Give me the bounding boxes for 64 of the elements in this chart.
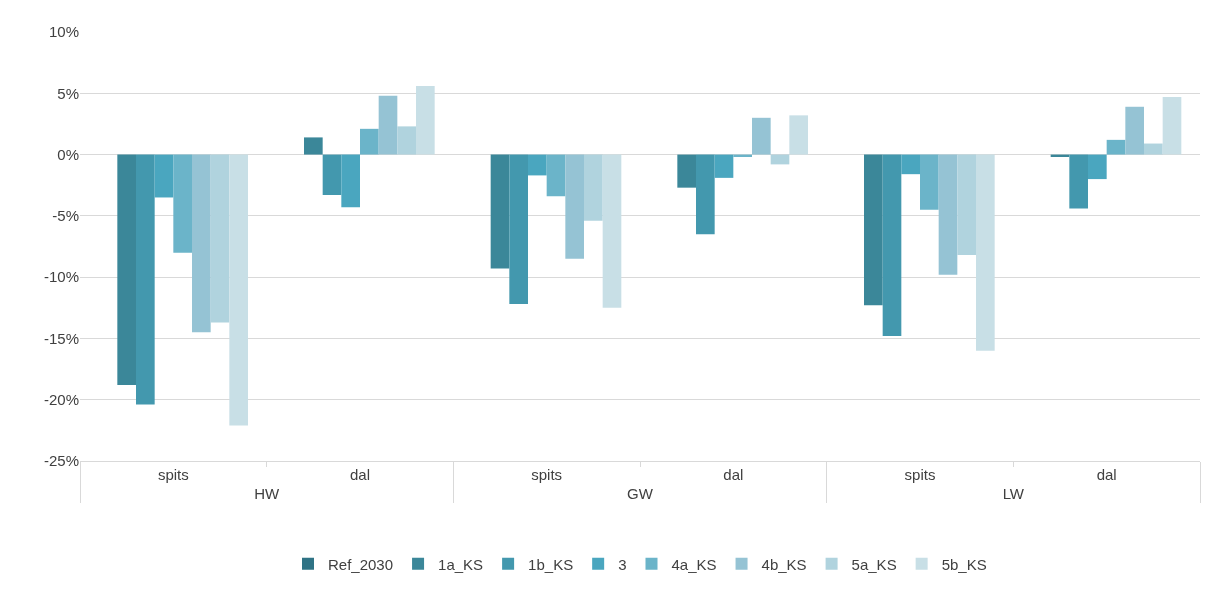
bar xyxy=(584,154,603,221)
bar xyxy=(229,154,248,426)
bar xyxy=(136,154,155,405)
bar xyxy=(1069,154,1088,209)
bar xyxy=(901,154,920,175)
bar xyxy=(322,154,342,196)
y-tick-label: 10% xyxy=(48,23,79,41)
bar xyxy=(192,154,211,333)
legend-label: 4b_KS xyxy=(761,555,807,573)
y-tick-label: -10% xyxy=(43,268,79,286)
y-tick-label: -25% xyxy=(43,452,79,470)
bar xyxy=(416,85,435,155)
bar xyxy=(920,154,939,210)
text: HW xyxy=(254,485,280,502)
bar xyxy=(173,154,192,253)
bar xyxy=(696,154,715,235)
bar xyxy=(117,154,136,386)
x-tick-label: spits xyxy=(157,466,189,483)
text: LW xyxy=(1002,485,1025,502)
bar xyxy=(957,154,976,256)
bar xyxy=(360,128,379,155)
bar xyxy=(882,154,902,336)
bar xyxy=(714,154,734,178)
x-tick-label: spits xyxy=(531,466,563,483)
bar xyxy=(1088,154,1107,180)
y-tick-label: 0% xyxy=(57,145,79,163)
bar xyxy=(304,137,323,155)
bar xyxy=(490,154,510,269)
bar xyxy=(1125,106,1144,155)
bar xyxy=(565,154,584,259)
y-tick-label: 5% xyxy=(57,84,79,102)
x-tick-label: dal xyxy=(723,466,744,483)
bar xyxy=(210,154,230,323)
bar xyxy=(1144,143,1163,155)
legend-label: 5b_KS xyxy=(941,555,987,573)
bar xyxy=(677,154,696,188)
bar xyxy=(528,154,547,176)
bar xyxy=(397,126,416,155)
bar xyxy=(1106,139,1126,155)
bar xyxy=(378,95,398,155)
x-tick-label: dal xyxy=(349,466,371,483)
y-tick-label: -15% xyxy=(43,329,79,347)
legend-label: 1a_KS xyxy=(438,555,484,573)
bar xyxy=(938,154,958,275)
legend-label: Ref_2030 xyxy=(328,555,394,573)
bar xyxy=(602,154,622,308)
bar xyxy=(546,154,566,197)
bar xyxy=(752,117,771,155)
y-tick-label: -20% xyxy=(43,390,79,408)
y-tick-label: -5% xyxy=(52,207,79,225)
bar xyxy=(976,154,995,351)
legend-label: 4a_KS xyxy=(671,555,717,573)
bar xyxy=(1162,96,1182,155)
legend-label: 5a_KS xyxy=(851,555,897,573)
bar xyxy=(864,154,883,306)
legend-label: 1b_KS xyxy=(528,555,574,573)
x-tick-label: spits xyxy=(904,466,936,483)
x-tick-label: dal xyxy=(1096,466,1117,483)
bar xyxy=(509,154,528,305)
text: GW xyxy=(627,485,654,502)
bar xyxy=(154,154,174,198)
bar xyxy=(789,115,808,155)
bar xyxy=(341,154,360,208)
legend-label: 3 xyxy=(618,555,627,573)
